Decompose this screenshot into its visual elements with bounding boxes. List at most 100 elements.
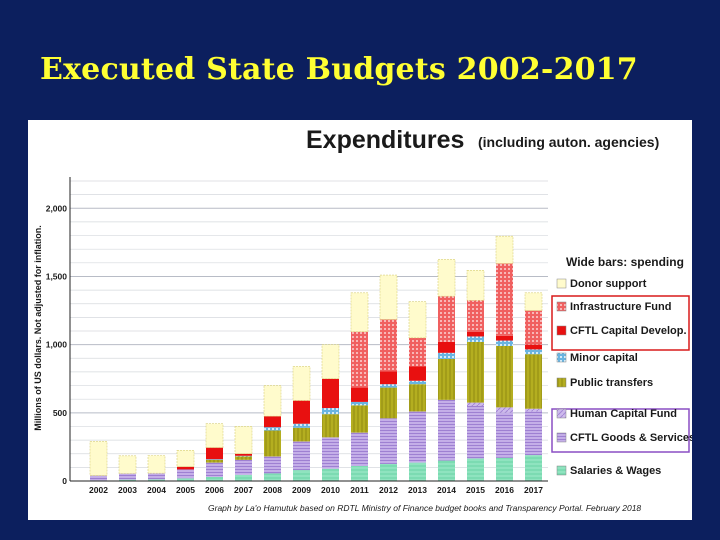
bar-donor-2005: [176, 450, 195, 467]
bar-salaries-2011: [351, 466, 368, 481]
bar-goods_services-2009: [293, 441, 310, 471]
x-tick-label: 2016: [495, 485, 514, 495]
bar-human_capital-2017: [525, 408, 542, 412]
bar-minor_capital-2017: [525, 349, 542, 355]
legend-label-cftl_capital: CFTL Capital Develop.: [570, 325, 687, 337]
y-tick-label: 500: [53, 408, 67, 418]
bar-public_transfers-2009: [293, 427, 310, 442]
bar-donor-2004: [147, 455, 166, 474]
bar-donor-2014: [437, 259, 456, 297]
legend-label-salaries: Salaries & Wages: [570, 465, 661, 477]
bar-cftl_capital-2017: [525, 344, 542, 350]
x-tick-label: 2010: [321, 485, 340, 495]
bar-salaries-2013: [409, 462, 426, 481]
x-tick-label: 2006: [205, 485, 224, 495]
legend-box-capital: [551, 295, 690, 351]
bar-goods_services-2002: [90, 475, 107, 481]
y-tick-label: 2,000: [46, 203, 68, 213]
y-tick-label: 1,000: [46, 340, 68, 350]
bar-minor_capital-2015: [467, 336, 484, 342]
bar-minor_capital-2013: [409, 380, 426, 385]
bar-public_transfers-2013: [409, 384, 426, 412]
bar-goods_services-2004: [148, 473, 165, 480]
bar-cftl_capital-2016: [496, 335, 513, 341]
legend-label-infrastructure: Infrastructure Fund: [570, 301, 671, 313]
x-tick-label: 2003: [118, 485, 137, 495]
chart-title: Expenditures: [306, 126, 464, 154]
expenditure-chart: Expenditures (including auton. agencies)…: [33, 126, 692, 513]
bar-infrastructure-2014: [438, 296, 455, 342]
bar-salaries-2003: [119, 479, 136, 481]
legend-swatch-minor_capital: [556, 352, 567, 363]
x-tick-label: 2012: [379, 485, 398, 495]
bar-goods_services-2013: [409, 411, 426, 463]
y-tick-label: 1,500: [46, 271, 68, 281]
bar-infrastructure-2011: [351, 331, 368, 388]
bar-salaries-2008: [264, 473, 281, 481]
bar-public_transfers-2017: [525, 354, 542, 409]
legend-box-recurrent: [551, 408, 690, 453]
bar-human_capital-2016: [496, 407, 513, 413]
legend-swatch-infrastructure: [556, 301, 567, 312]
bar-donor-2010: [321, 344, 340, 380]
bar-public_transfers-2015: [467, 341, 484, 403]
chart-credit: Graph by La'o Hamutuk based on RDTL Mini…: [208, 503, 641, 513]
bar-donor-2009: [292, 366, 311, 401]
bar-donor-2011: [350, 292, 369, 332]
bar-goods_services-2017: [525, 411, 542, 456]
bar-cftl_capital-2011: [351, 387, 368, 402]
bar-salaries-2005: [177, 478, 194, 481]
bar-salaries-2012: [380, 463, 397, 481]
bar-donor-2013: [408, 301, 427, 339]
bar-salaries-2016: [496, 457, 513, 481]
bar-minor_capital-2011: [351, 401, 368, 406]
bar-salaries-2010: [322, 468, 339, 481]
bar-donor-2006: [205, 423, 224, 448]
y-tick-label: 0: [62, 476, 67, 486]
x-tick-label: 2002: [89, 485, 108, 495]
x-tick-label: 2007: [234, 485, 253, 495]
legend-swatch-goods_services: [556, 432, 567, 443]
bar-human_capital-2015: [467, 402, 484, 406]
bar-infrastructure-2017: [525, 310, 542, 345]
slide-title: Executed State Budgets 2002-2017: [40, 52, 638, 87]
bar-public_transfers-2007: [235, 456, 252, 460]
x-tick-label: 2005: [176, 485, 195, 495]
bar-minor_capital-2014: [438, 352, 455, 359]
legend-swatch-salaries: [556, 465, 567, 476]
legend-label-goods_services: CFTL Goods & Services: [570, 432, 692, 444]
bar-donor-2002: [89, 441, 108, 476]
bar-goods_services-2011: [351, 432, 368, 466]
bar-salaries-2015: [467, 458, 484, 481]
bar-public_transfers-2014: [438, 358, 455, 400]
bar-donor-2008: [263, 385, 282, 417]
legend-swatch-public_transfers: [556, 377, 567, 388]
chart-subtitle: (including auton. agencies): [478, 134, 659, 150]
bar-infrastructure-2012: [380, 319, 397, 372]
bar-cftl_capital-2010: [322, 378, 339, 409]
bar-donor-2012: [379, 274, 398, 320]
bar-goods_services-2012: [380, 418, 397, 464]
x-tick-label: 2011: [350, 485, 369, 495]
bar-public_transfers-2012: [380, 387, 397, 419]
bar-cftl_capital-2008: [264, 416, 281, 428]
x-tick-label: 2009: [292, 485, 311, 495]
x-tick-label: 2015: [466, 485, 485, 495]
bar-cftl_capital-2006: [206, 447, 223, 460]
bar-salaries-2004: [148, 479, 165, 481]
bar-minor_capital-2009: [293, 423, 310, 428]
legend-swatch-human_capital: [556, 408, 567, 419]
bar-salaries-2007: [235, 474, 252, 481]
bar-minor_capital-2016: [496, 340, 513, 346]
bar-donor-2015: [466, 270, 485, 301]
legend-heading: Wide bars: spending: [566, 255, 684, 269]
bar-public_transfers-2008: [264, 430, 281, 457]
x-tick-label: 2004: [147, 485, 166, 495]
bar-goods_services-2005: [177, 469, 194, 479]
legend-label-donor: Donor support: [570, 278, 647, 290]
x-tick-label: 2014: [437, 485, 456, 495]
x-tick-label: 2017: [524, 485, 543, 495]
bar-cftl_capital-2014: [438, 341, 455, 353]
bar-minor_capital-2006: [206, 459, 223, 460]
bar-public_transfers-2016: [496, 346, 513, 408]
